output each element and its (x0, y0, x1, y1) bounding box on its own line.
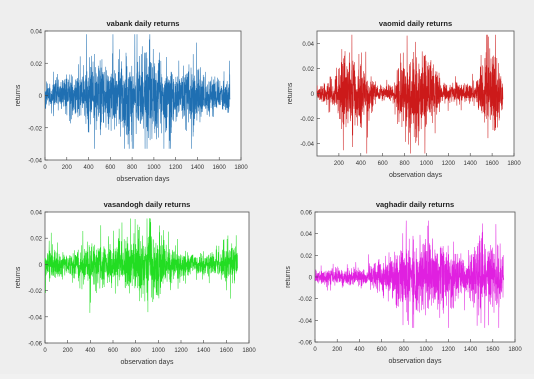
x-tick-label: 1800 (508, 347, 522, 353)
x-tick-label: 1400 (197, 348, 211, 354)
chart-panel-4: -0.06 -0.04 -0.02 0 0.02 0.04 0.06 0 200 400 600 80… (285, 200, 522, 365)
x-tick-label: 1200 (442, 347, 456, 353)
x-tick-label: 1800 (507, 161, 521, 167)
x-tick-label: 1400 (464, 347, 478, 353)
x-tick-label: 600 (108, 348, 119, 354)
x-tick-label: 1600 (220, 348, 234, 354)
x-tick-label: 1600 (485, 161, 499, 167)
y-axis-label: returns (15, 84, 22, 106)
chart-title: vaghadir daily returns (376, 200, 454, 209)
y-tick-label: 0 (39, 263, 43, 269)
y-tick-label: 0.02 (30, 62, 42, 68)
x-tick-label: 600 (378, 161, 389, 167)
chart-panel-1: -0.04 -0.02 0 0.02 0.04 0 200 400 600 800 1000 1200… (15, 19, 248, 183)
y-tick-label: -0.04 (28, 159, 42, 165)
x-tick-label: 200 (63, 348, 74, 354)
y-tick-label: 0.04 (30, 30, 42, 36)
y-tick-label: -0.04 (298, 319, 312, 325)
x-tick-label: 200 (62, 165, 73, 171)
x-tick-label: 1400 (191, 165, 205, 171)
y-tick-label: -0.04 (300, 142, 314, 148)
x-tick-label: 1000 (147, 165, 161, 171)
chart-title: vabank daily returns (107, 19, 180, 28)
chart-panel-3: -0.06 -0.04 -0.02 0 0.02 0.04 0 200 400 600 800 100… (15, 200, 256, 366)
x-axis-label: observation days (121, 359, 174, 366)
x-tick-label: 1600 (486, 347, 500, 353)
x-axis-label: observation days (117, 176, 170, 183)
x-tick-label: 400 (84, 165, 95, 171)
x-tick-label: 1800 (234, 165, 248, 171)
x-tick-label: 1200 (169, 165, 183, 171)
x-tick-label: 0 (43, 165, 47, 171)
x-tick-label: 0 (313, 347, 317, 353)
y-tick-label: -0.02 (300, 117, 314, 123)
x-tick-label: 1000 (419, 347, 433, 353)
x-tick-label: 1000 (420, 161, 434, 167)
x-tick-label: 600 (377, 347, 388, 353)
x-tick-label: 800 (131, 348, 142, 354)
y-tick-label: -0.02 (298, 297, 312, 303)
y-tick-label: 0.02 (302, 67, 314, 73)
y-tick-label: 0 (309, 276, 313, 282)
x-tick-label: 600 (105, 165, 116, 171)
x-tick-label: 1600 (213, 165, 227, 171)
x-tick-label: 800 (399, 347, 410, 353)
x-tick-label: 400 (356, 161, 367, 167)
y-tick-label: 0.04 (300, 232, 312, 238)
x-axis-label: observation days (389, 172, 442, 179)
x-tick-label: 1800 (242, 348, 256, 354)
x-tick-label: 200 (332, 347, 343, 353)
y-axis-label: returns (15, 266, 22, 288)
x-tick-label: 0 (43, 348, 47, 354)
x-tick-label: 1200 (174, 348, 188, 354)
y-tick-label: 0 (311, 92, 315, 98)
y-axis-label: returns (285, 266, 292, 288)
x-tick-label: 200 (334, 161, 345, 167)
x-tick-label: 800 (127, 165, 138, 171)
y-tick-label: 0 (39, 94, 43, 100)
x-tick-label: 800 (400, 161, 411, 167)
y-tick-label: -0.02 (28, 289, 42, 295)
y-tick-label: 0.02 (300, 254, 312, 260)
y-tick-label: -0.04 (28, 315, 42, 321)
x-tick-label: 400 (85, 348, 96, 354)
y-tick-label: -0.06 (298, 341, 312, 347)
y-tick-label: -0.02 (28, 126, 42, 132)
x-axis-label: observation days (389, 358, 442, 365)
chart-title: vaomid daily returns (379, 19, 452, 28)
chart-title: vasandogh daily returns (104, 200, 191, 209)
series-line (316, 34, 504, 154)
x-tick-label: 1000 (152, 348, 166, 354)
series-line (314, 220, 505, 328)
chart-panel-2: -0.04 -0.02 0 0.02 0.04 200 400 600 800 1000 1200 1… (287, 19, 521, 179)
series-line (44, 34, 231, 149)
y-tick-label: -0.06 (28, 342, 42, 348)
y-tick-label: 0.02 (30, 237, 42, 243)
series-line (44, 218, 238, 313)
x-tick-label: 1200 (442, 161, 456, 167)
y-tick-label: 0.04 (30, 211, 42, 217)
x-tick-label: 400 (354, 347, 365, 353)
y-axis-label: returns (287, 82, 294, 104)
x-tick-label: 1400 (464, 161, 478, 167)
y-tick-label: 0.06 (300, 211, 312, 217)
y-tick-label: 0.04 (302, 42, 314, 48)
